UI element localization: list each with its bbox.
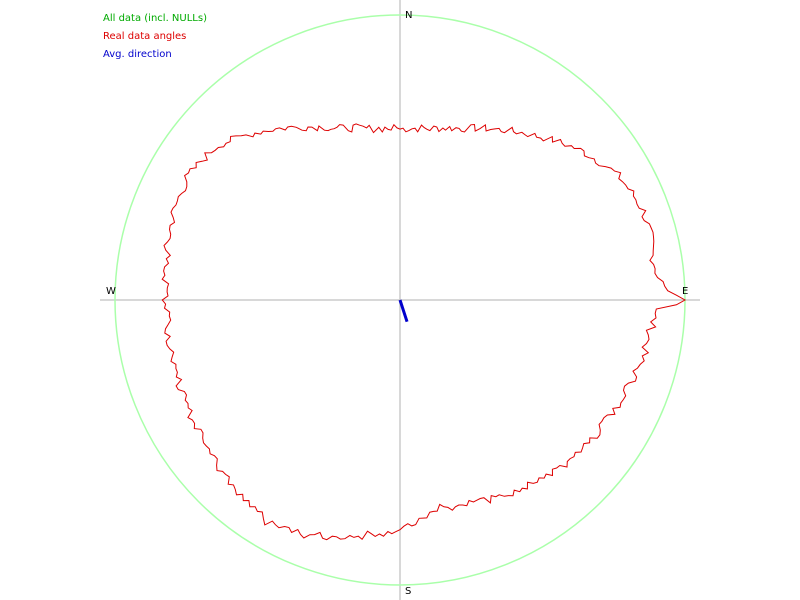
direction-labels: N E S W: [106, 10, 688, 597]
legend: All data (incl. NULLs) Real data angles …: [103, 13, 207, 60]
legend-entry-real-data: Real data angles: [103, 31, 186, 42]
avg-direction-vector: [398, 299, 409, 323]
label-north: N: [405, 10, 412, 21]
label-east: E: [682, 286, 688, 297]
series-layer: [114, 14, 687, 586]
label-west: W: [106, 286, 116, 297]
label-south: S: [405, 586, 411, 597]
legend-entry-avg-direction: Avg. direction: [103, 49, 172, 60]
series-real-data-line: [161, 123, 687, 541]
legend-entry-all-data: All data (incl. NULLs): [103, 13, 207, 24]
